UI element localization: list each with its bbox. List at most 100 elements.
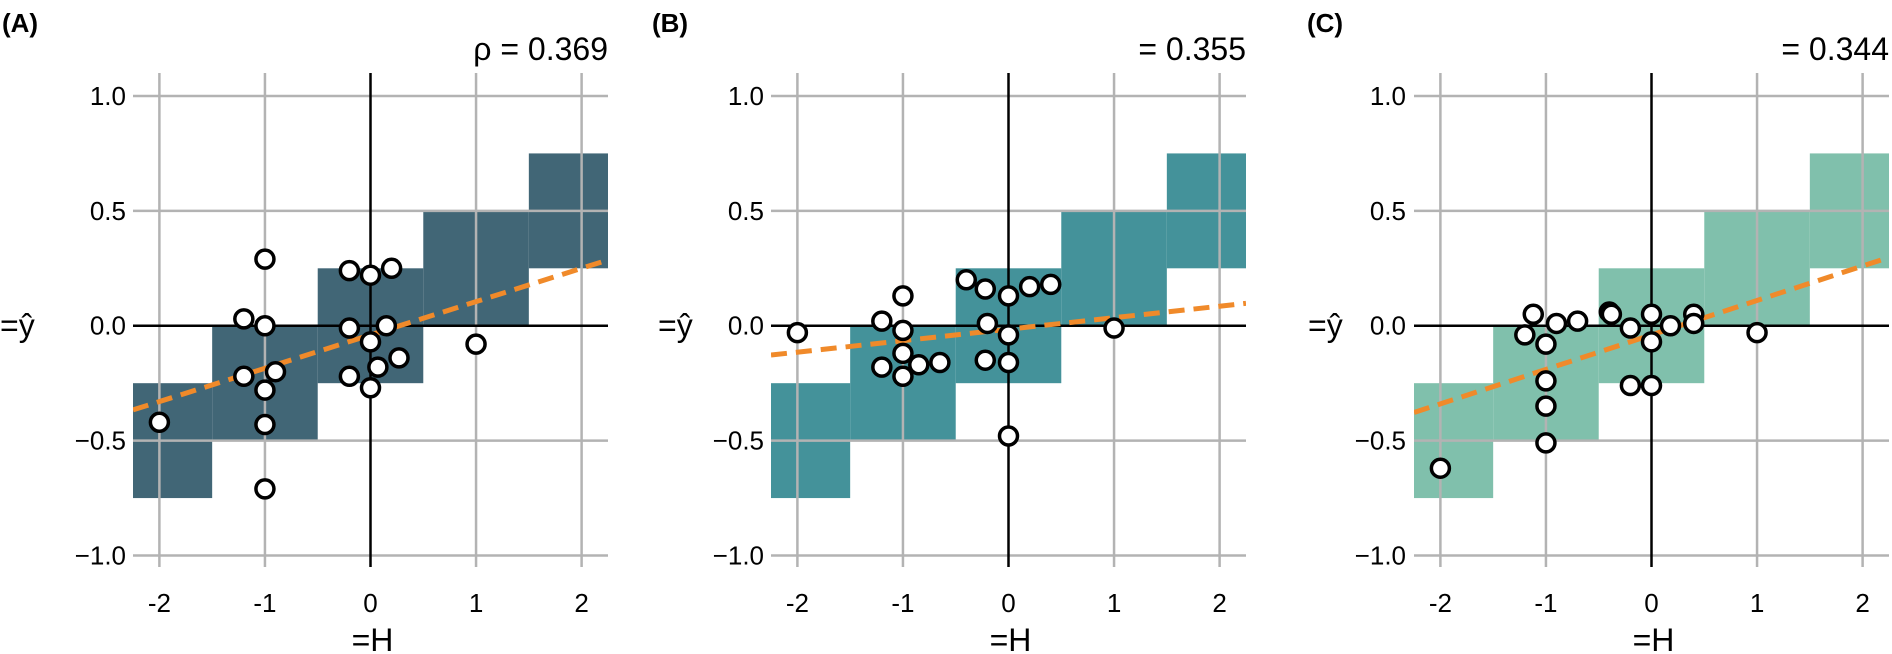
x-tick-label: 0 bbox=[1644, 588, 1658, 618]
y-tick-label: −1.0 bbox=[1355, 541, 1406, 571]
data-point bbox=[1514, 324, 1536, 346]
data-point bbox=[1640, 374, 1663, 397]
y-tick-label: 1.0 bbox=[1370, 81, 1406, 111]
x-tick-label: -1 bbox=[891, 588, 914, 618]
x-tick-label: -2 bbox=[1429, 588, 1452, 618]
x-axis-label: =H bbox=[1633, 622, 1675, 654]
y-tick-label: 1.0 bbox=[728, 81, 764, 111]
x-tick-label: 0 bbox=[1001, 588, 1015, 618]
data-point bbox=[871, 310, 893, 332]
data-point bbox=[148, 411, 171, 433]
plot-area bbox=[133, 73, 608, 567]
data-point bbox=[1535, 395, 1557, 417]
y-tick-label: −1.0 bbox=[75, 541, 126, 571]
data-point bbox=[1640, 303, 1663, 326]
y-tick-label: 0.0 bbox=[90, 311, 126, 341]
x-tick-label: -1 bbox=[1534, 588, 1557, 618]
y-tick-label: 1.0 bbox=[90, 81, 126, 111]
data-point bbox=[1103, 317, 1125, 339]
y-tick-label: −0.5 bbox=[713, 426, 764, 456]
correlation-annotation: ρ = 0.369 bbox=[473, 31, 608, 67]
plot-area bbox=[771, 73, 1246, 567]
data-point bbox=[254, 248, 276, 270]
data-point bbox=[929, 351, 951, 374]
y-tick-label: 0.5 bbox=[1370, 196, 1406, 226]
y-axis-label: =ŷ bbox=[1308, 308, 1343, 344]
trend-line bbox=[133, 257, 608, 413]
data-point bbox=[1600, 303, 1623, 326]
data-point bbox=[375, 314, 398, 337]
data-point bbox=[1535, 333, 1557, 355]
data-point bbox=[974, 349, 997, 371]
data-point bbox=[908, 354, 930, 376]
data-point bbox=[997, 285, 1020, 307]
data-point bbox=[892, 285, 914, 307]
data-point bbox=[254, 379, 276, 401]
x-tick-label: 2 bbox=[574, 588, 588, 618]
data-point bbox=[1535, 432, 1557, 454]
data-point bbox=[871, 356, 893, 378]
x-axis-label: =H bbox=[990, 622, 1032, 654]
data-point bbox=[367, 356, 389, 378]
data-point bbox=[388, 347, 410, 369]
data-point bbox=[892, 319, 914, 342]
data-point bbox=[1619, 374, 1642, 397]
data-point bbox=[338, 259, 361, 282]
panel-label: (A) bbox=[2, 8, 38, 38]
data-point bbox=[1682, 312, 1705, 335]
data-point bbox=[359, 264, 382, 286]
x-tick-label: -1 bbox=[253, 588, 276, 618]
data-point bbox=[974, 278, 997, 300]
x-tick-label: 1 bbox=[1750, 588, 1764, 618]
y-axis-label: =ŷ bbox=[658, 308, 693, 344]
chart-panel-2: -2 -1 0 1 2 −1.0 −0.5 0.0 0.5 1.0 =H =ŷ (B) = 0.355 bbox=[652, 8, 1246, 654]
y-tick-label: −1.0 bbox=[713, 541, 764, 571]
data-point bbox=[465, 333, 487, 355]
data-point bbox=[1566, 310, 1589, 332]
plot-area bbox=[1414, 73, 1889, 567]
data-point bbox=[1535, 370, 1557, 392]
data-point bbox=[359, 377, 382, 399]
y-tick-label: 0.5 bbox=[90, 196, 126, 226]
data-point bbox=[254, 413, 276, 436]
x-tick-label: 1 bbox=[469, 588, 483, 618]
data-point bbox=[233, 308, 255, 330]
x-axis-label: =H bbox=[352, 622, 394, 654]
data-point bbox=[1039, 273, 1062, 296]
panel-label: (B) bbox=[652, 8, 688, 38]
y-tick-label: −0.5 bbox=[75, 426, 126, 456]
data-point bbox=[264, 360, 287, 383]
x-tick-label: -2 bbox=[148, 588, 171, 618]
correlation-annotation: = 0.355 bbox=[1138, 31, 1246, 67]
data-point bbox=[1522, 303, 1545, 326]
y-tick-label: 0.0 bbox=[728, 311, 764, 341]
x-tick-label: -2 bbox=[786, 588, 809, 618]
data-point bbox=[359, 331, 382, 353]
trend-line bbox=[1414, 255, 1889, 415]
chart-panel-1: -2 -1 0 1 2 −1.0 −0.5 0.0 0.5 1.0 =H =ŷ (A) ρ = 0.369 bbox=[0, 8, 608, 654]
data-point bbox=[338, 365, 361, 388]
data-point bbox=[1429, 457, 1452, 479]
data-point bbox=[1619, 317, 1642, 339]
data-point bbox=[233, 365, 255, 388]
chart-panel-3: -2 -1 0 1 2 −1.0 −0.5 0.0 0.5 1.0 =H =ŷ (C) = 0.344 bbox=[1307, 8, 1889, 654]
data-point bbox=[892, 342, 914, 365]
data-point bbox=[997, 324, 1020, 346]
x-tick-label: 0 bbox=[363, 588, 377, 618]
data-point bbox=[1746, 321, 1768, 344]
x-tick-label: 2 bbox=[1855, 588, 1869, 618]
data-point bbox=[380, 257, 403, 280]
data-point bbox=[955, 269, 978, 291]
data-point bbox=[1545, 312, 1568, 335]
data-point bbox=[976, 312, 999, 335]
y-tick-label: −0.5 bbox=[1355, 426, 1406, 456]
panel-label: (C) bbox=[1307, 8, 1343, 38]
y-axis-label: =ŷ bbox=[0, 308, 35, 344]
data-point bbox=[254, 314, 276, 337]
y-tick-label: 0.0 bbox=[1370, 311, 1406, 341]
data-point bbox=[338, 317, 361, 339]
data-point bbox=[1640, 331, 1663, 353]
y-tick-label: 0.5 bbox=[728, 196, 764, 226]
data-point bbox=[1659, 314, 1682, 337]
